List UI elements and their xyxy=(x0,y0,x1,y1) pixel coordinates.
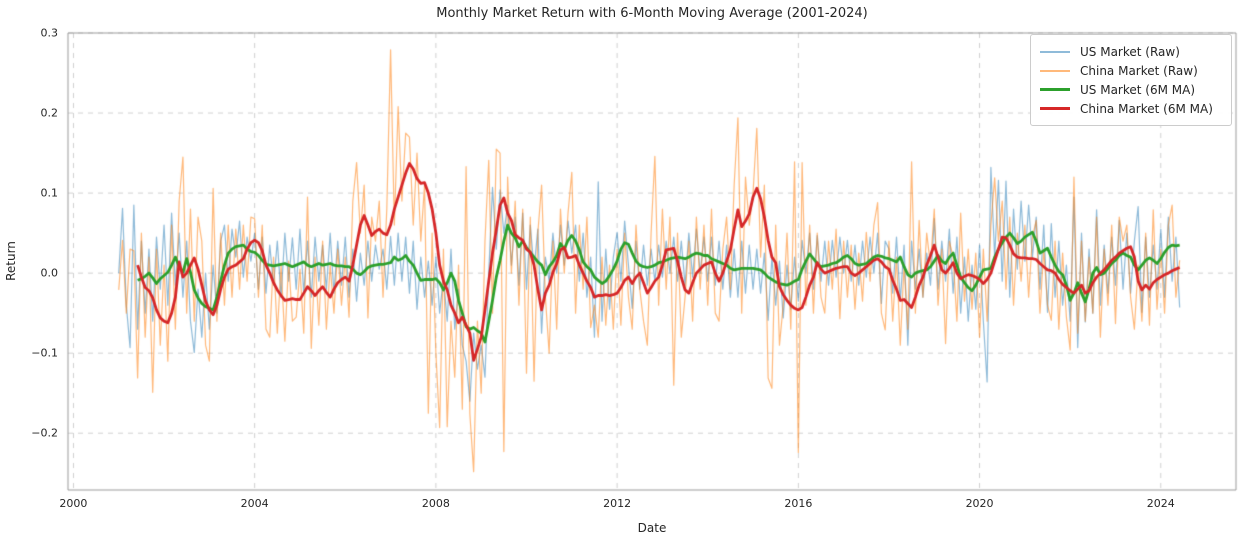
x-tick-label: 2016 xyxy=(784,497,813,510)
y-axis-label: Return xyxy=(4,241,18,281)
legend-line-swatch xyxy=(1040,107,1070,110)
legend-item: US Market (6M MA) xyxy=(1040,80,1221,99)
legend-label: China Market (Raw) xyxy=(1080,63,1198,78)
x-tick-label: 2020 xyxy=(965,497,994,510)
y-tick-label: 0.0 xyxy=(40,266,59,280)
x-tick-label: 2024 xyxy=(1146,497,1175,510)
x-axis-label: Date xyxy=(637,521,667,535)
x-tick-label: 2012 xyxy=(603,497,632,510)
chart-title: Monthly Market Return with 6-Month Movin… xyxy=(436,6,868,21)
y-tick-label: −0.2 xyxy=(31,426,58,440)
legend-label: US Market (Raw) xyxy=(1080,44,1180,59)
y-tick-label: 0.2 xyxy=(40,106,59,120)
legend-item: China Market (6M MA) xyxy=(1040,99,1221,118)
legend-label: US Market (6M MA) xyxy=(1080,82,1196,97)
legend-line-swatch xyxy=(1040,88,1070,91)
x-tick-label: 2004 xyxy=(240,497,269,510)
y-tick-label: 0.3 xyxy=(40,26,59,40)
legend-item: US Market (Raw) xyxy=(1040,42,1221,61)
y-tick-label: 0.1 xyxy=(40,186,59,200)
y-tick-label: −0.1 xyxy=(31,346,58,360)
legend-item: China Market (Raw) xyxy=(1040,61,1221,80)
legend-line-swatch xyxy=(1040,50,1070,53)
legend-label: China Market (6M MA) xyxy=(1080,101,1213,116)
legend-line-swatch xyxy=(1040,69,1070,72)
legend: US Market (Raw) China Market (Raw) US Mark… xyxy=(1030,34,1232,126)
x-tick-label: 2008 xyxy=(421,497,450,510)
x-tick-label: 2000 xyxy=(59,497,88,510)
